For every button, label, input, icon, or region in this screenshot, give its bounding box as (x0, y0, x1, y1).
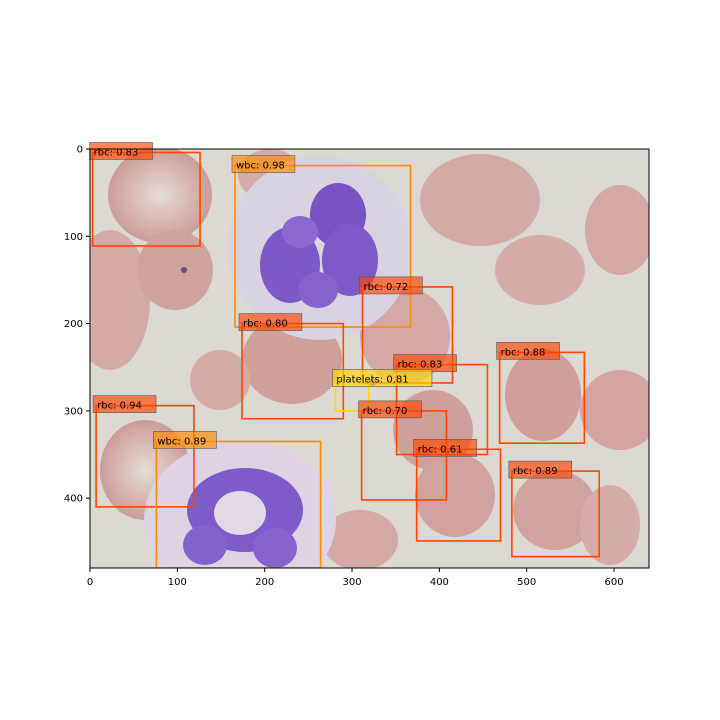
detection-rbc: rbc: 0.70 (358, 400, 448, 501)
x-tick-label: 500 (517, 577, 536, 588)
label-background (92, 395, 157, 413)
detection-label: wbc: 0.98 (236, 161, 285, 172)
detection-label: rbc: 0.61 (418, 444, 463, 455)
detection-boxes: rbc: 0.83 wbc: 0.98 rbc: 0.72 rbc: 0.80 rbc:… (89, 142, 601, 568)
detection-rbc: rbc: 0.94 (92, 395, 195, 508)
detection-label: wbc: 0.89 (157, 436, 206, 447)
detection-label: rbc: 0.80 (243, 319, 288, 330)
label-background (413, 438, 477, 457)
detection-rbc: rbc: 0.61 (413, 438, 502, 542)
y-axis: 0 100 200 300 400 (64, 145, 90, 505)
detection-rbc: rbc: 0.88 (496, 342, 586, 444)
bounding-box (234, 164, 412, 328)
x-tick-label: 300 (342, 577, 361, 588)
axes-frame (89, 148, 650, 569)
y-tick-label: 200 (64, 319, 83, 330)
wbc-cell-lower (144, 440, 336, 568)
detection-platelets: platelets: 0.81 (332, 369, 433, 412)
x-tick-label: 200 (255, 577, 274, 588)
label-background (358, 400, 422, 419)
bounding-box (155, 440, 322, 568)
detection-wbc: wbc: 0.98 (231, 155, 412, 328)
detection-rbc: rbc: 0.72 (359, 276, 454, 384)
detection-label: rbc: 0.72 (364, 282, 409, 293)
x-tick-label: 0 (87, 577, 93, 588)
label-background (508, 460, 573, 479)
y-tick-label: 400 (64, 494, 83, 505)
detection-rbc: rbc: 0.89 (508, 460, 601, 558)
y-tick-label: 300 (64, 406, 83, 417)
label-background (153, 431, 217, 449)
x-tick-label: 100 (168, 577, 187, 588)
detection-label: rbc: 0.70 (363, 406, 408, 417)
detection-label: rbc: 0.94 (97, 401, 142, 412)
detection-label: rbc: 0.89 (513, 466, 558, 477)
y-tick-label: 100 (64, 232, 83, 243)
label-background (231, 155, 296, 173)
detection-rbc: rbc: 0.83 (89, 142, 201, 247)
y-tick-label: 0 (77, 145, 83, 156)
label-background (332, 369, 433, 387)
label-background (238, 313, 303, 331)
x-axis: 0 100 200 300 400 500 600 (87, 568, 624, 588)
detection-wbc: wbc: 0.89 (153, 431, 322, 568)
detection-label: rbc: 0.88 (501, 347, 546, 358)
x-tick-label: 400 (430, 577, 449, 588)
wbc-cell-upper (228, 156, 412, 340)
x-tick-label: 600 (605, 577, 624, 588)
detection-label: platelets: 0.81 (336, 374, 408, 385)
detection-label: rbc: 0.83 (94, 147, 139, 158)
label-background (496, 342, 560, 360)
label-background (359, 276, 423, 295)
detection-label: rbc: 0.83 (398, 360, 443, 371)
